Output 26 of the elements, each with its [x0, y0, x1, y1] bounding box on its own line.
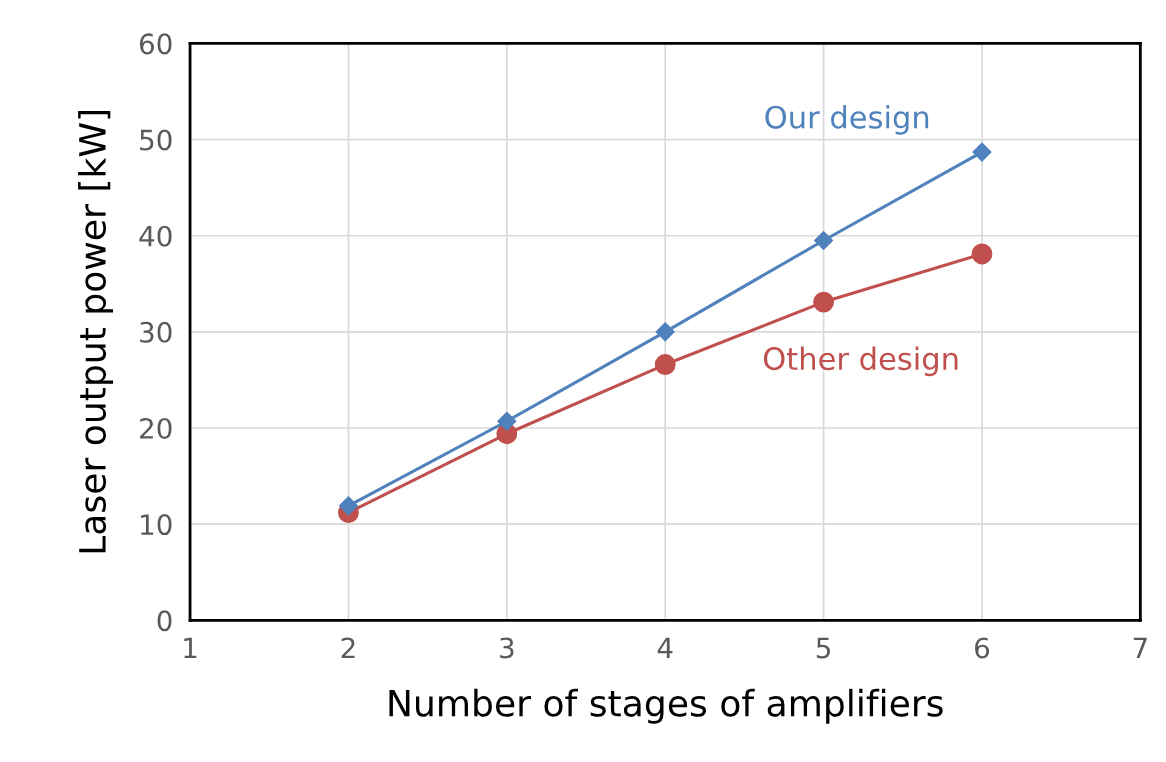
point	[654, 354, 676, 375]
y-tick-label: 10	[141, 514, 172, 536]
x-tick-label: 7	[1133, 637, 1147, 659]
series-label: Our design	[765, 105, 929, 135]
point	[971, 243, 993, 265]
y-axis-title: Laser output power [kW]	[78, 110, 114, 553]
point	[814, 230, 834, 251]
x-tick-label: 5	[816, 637, 830, 659]
y-tick-label: 0	[157, 610, 172, 632]
series-label: Other design	[763, 346, 958, 377]
x-tick-label: 6	[975, 637, 990, 659]
point	[813, 291, 835, 313]
y-tick-label: 40	[139, 225, 172, 247]
y-tick-label: 60	[139, 33, 172, 55]
x-tick-label: 1	[184, 637, 197, 659]
x-tick-label: 2	[341, 637, 355, 659]
point	[655, 322, 675, 342]
point	[338, 496, 358, 516]
point	[497, 411, 517, 431]
point	[972, 142, 992, 162]
x-axis-title: Number of stages of amplifiers	[389, 688, 943, 724]
y-tick-label: 20	[140, 417, 172, 439]
x-tick-label: 4	[657, 637, 673, 659]
y-tick-label: 50	[140, 129, 172, 151]
y-tick-label: 30	[140, 321, 172, 343]
x-tick-label: 3	[500, 637, 514, 659]
